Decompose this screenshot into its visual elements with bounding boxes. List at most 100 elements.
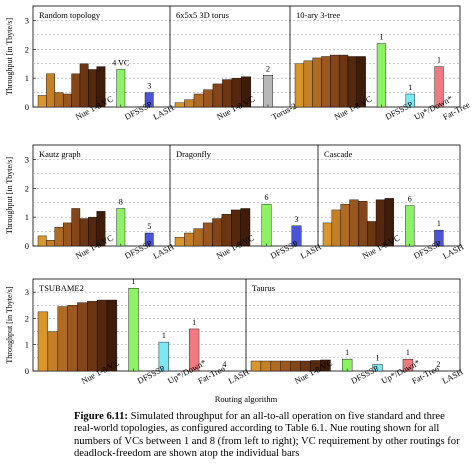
caption-text: Simulated throughput for an all-to-all o…	[74, 411, 460, 460]
y-tick-label: 3	[25, 154, 29, 164]
vc-annotation: 1	[162, 331, 166, 340]
bar-nue-vc7	[347, 56, 357, 108]
bar-nue-vc8	[356, 56, 366, 108]
figure-chart-grid: 0 1 2 3 Throughput [in Tbyte/s] Random topolo…	[5, 5, 472, 404]
bar-nue-vc3	[340, 203, 350, 247]
bar-nue-vc3	[270, 360, 281, 372]
vc-annotation: 1	[379, 33, 383, 42]
bar-nue-vc3	[54, 92, 64, 108]
x-tick-label: DFSSSP	[136, 363, 167, 386]
bar-nue-vc1	[37, 95, 47, 108]
bar-nue-vc3	[193, 228, 204, 247]
y-axis-label: Throughput [in Tbyte/s]	[5, 286, 14, 364]
bar-nue-vc8	[241, 76, 252, 108]
vc-annotation: 2	[266, 64, 270, 73]
x-tick-label: LASH	[440, 367, 464, 386]
y-axis-label: Throughput [in Tbyte/s]	[5, 18, 14, 96]
y-tick-label: 1	[25, 73, 29, 83]
vc-annotation: 4 VC	[112, 58, 129, 67]
bar-nue-vc1	[174, 102, 185, 108]
x-tick-label: DFSSSP	[349, 363, 380, 386]
bar-dfsssp	[116, 69, 126, 108]
vc-annotation: 6	[265, 193, 269, 202]
bar-nue-vc5	[212, 218, 223, 247]
bar-nue-vc1	[250, 360, 262, 372]
bar-nue-vc8	[96, 211, 106, 247]
bar-nue-vc6	[366, 221, 377, 247]
bar-nue-vc4	[62, 93, 72, 108]
panel-title: Kautz graph	[39, 149, 82, 159]
y-tick-label: 1	[25, 212, 29, 222]
vc-annotation: 3	[295, 215, 299, 224]
y-tick-label: 2	[25, 183, 29, 193]
bar-nue-vc3	[193, 93, 204, 108]
panel-title: 6x5x5 3D torus	[176, 10, 229, 20]
vc-annotation: 6	[408, 195, 412, 204]
figure-caption: Figure 6.11: Simulated throughput for an…	[74, 411, 466, 461]
vc-annotation: 1	[437, 56, 441, 65]
panel-title: TSUBAME2	[39, 283, 84, 293]
bar-nue-vc4	[280, 360, 291, 372]
bar-nue-vc2	[184, 232, 194, 247]
panel-title: Dragonfly	[176, 149, 212, 159]
y-tick-label: 2	[25, 313, 29, 323]
bar-nue-vc4	[62, 222, 72, 247]
x-tick-label: LASH	[226, 367, 250, 386]
bar-nue-vc1	[37, 311, 49, 372]
vc-annotation: 4	[222, 360, 226, 369]
bar-nue-vc6	[87, 301, 98, 372]
y-tick-label: 3	[25, 287, 29, 297]
bar-nue-vc8	[96, 66, 106, 108]
bar-nue-vc2	[46, 73, 55, 108]
vc-annotation: 3	[147, 82, 151, 91]
bar-nue-vc6	[221, 214, 232, 247]
bar-nue-vc5	[71, 208, 81, 247]
vc-annotation: 1	[192, 318, 196, 327]
x-tick-label: DFSSSP	[412, 238, 443, 261]
x-tick-label: LASH	[441, 242, 465, 261]
bar-nue-vc6	[79, 218, 89, 247]
bar-nue-vc5	[358, 201, 368, 247]
panel-title: 10-ary 3-tree	[296, 10, 340, 20]
bar-dfsssp	[116, 208, 126, 247]
bar-dfsssp	[128, 288, 139, 372]
vc-annotation: 1	[376, 353, 380, 362]
y-tick-label: 3	[25, 15, 29, 25]
bar-nue-vc3	[312, 57, 322, 108]
vc-annotation: 1	[406, 348, 410, 357]
vc-annotation: 1	[437, 219, 441, 228]
bar-nue-vc8	[240, 208, 251, 247]
bar-nue-vc4	[202, 222, 213, 247]
vc-annotation: 1	[408, 83, 412, 92]
vc-annotation: 1	[132, 277, 136, 286]
bar-nue-vc5	[330, 54, 340, 108]
vc-annotation: 8	[119, 197, 123, 206]
y-tick-label: 0	[25, 366, 29, 376]
y-tick-label: 1	[25, 340, 29, 350]
bar-nue-vc4	[67, 305, 78, 372]
bar-dfsssp	[261, 203, 272, 247]
vc-annotation: 2	[436, 360, 440, 369]
x-tick-label: DFSSSP	[123, 238, 154, 261]
panel-title: Cascade	[324, 149, 353, 159]
bar-nue-vc6	[79, 63, 89, 108]
bar-dfsssp	[376, 43, 387, 108]
bar-nue-vc5	[212, 83, 223, 108]
bar-nue-vc8	[320, 359, 331, 372]
y-axis-label: Throughput [in Tbyte/s]	[5, 157, 14, 235]
bar-nue-vc5	[290, 360, 301, 372]
bar-nue-vc2	[303, 60, 313, 108]
bar-nue-vc2	[184, 99, 195, 108]
bar-nue-vc3	[54, 227, 64, 247]
bar-nue-vc1	[322, 222, 333, 247]
bar-nue-vc4	[349, 199, 359, 247]
x-tick-label: DFSSSP	[269, 238, 300, 261]
bar-nue-vc8	[106, 299, 118, 372]
bar-nue-vc1	[37, 235, 47, 247]
figure-label: Figure 6.11:	[74, 411, 128, 422]
